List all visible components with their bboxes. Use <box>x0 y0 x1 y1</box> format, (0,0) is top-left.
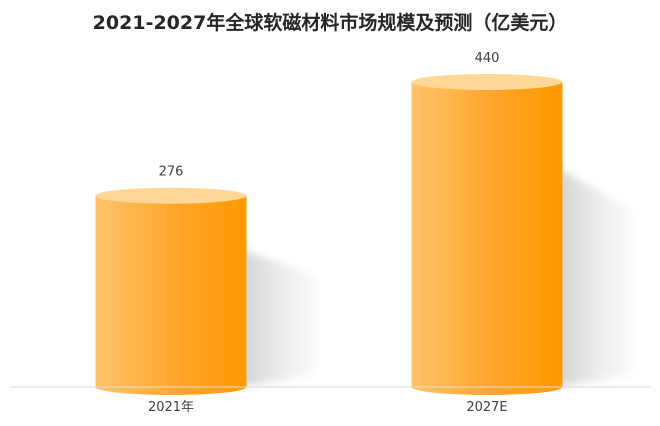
bar <box>95 195 247 395</box>
bar-top <box>411 74 563 90</box>
data-label: 276 <box>159 165 184 180</box>
data-label: 440 <box>475 51 500 66</box>
x-tick-label: 2027E <box>466 400 507 415</box>
bar-top <box>95 187 247 204</box>
bar <box>411 82 563 395</box>
bar-shadow <box>240 249 317 387</box>
chart-title: 2021-2027年全球软磁材料市场规模及预测（亿美元） <box>92 12 568 34</box>
bar-shadow <box>556 167 633 387</box>
x-tick-label: 2021年 <box>148 400 194 415</box>
